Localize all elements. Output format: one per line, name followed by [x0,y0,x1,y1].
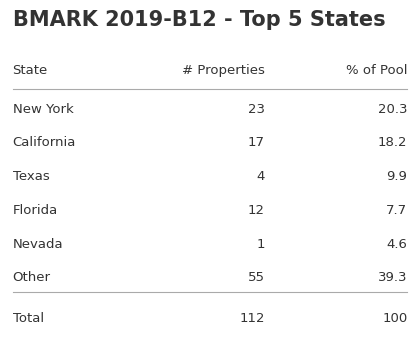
Text: # Properties: # Properties [182,64,265,77]
Text: Florida: Florida [13,204,58,217]
Text: 12: 12 [248,204,265,217]
Text: 18.2: 18.2 [378,136,407,150]
Text: 55: 55 [248,271,265,284]
Text: Total: Total [13,312,44,325]
Text: California: California [13,136,76,150]
Text: 23: 23 [248,103,265,116]
Text: 20.3: 20.3 [378,103,407,116]
Text: 4: 4 [256,170,265,183]
Text: Texas: Texas [13,170,50,183]
Text: 9.9: 9.9 [386,170,407,183]
Text: BMARK 2019-B12 - Top 5 States: BMARK 2019-B12 - Top 5 States [13,10,385,30]
Text: % of Pool: % of Pool [346,64,407,77]
Text: 7.7: 7.7 [386,204,407,217]
Text: New York: New York [13,103,74,116]
Text: 4.6: 4.6 [386,238,407,251]
Text: 100: 100 [382,312,407,325]
Text: 17: 17 [248,136,265,150]
Text: Other: Other [13,271,50,284]
Text: 1: 1 [256,238,265,251]
Text: 39.3: 39.3 [378,271,407,284]
Text: State: State [13,64,48,77]
Text: 112: 112 [239,312,265,325]
Text: Nevada: Nevada [13,238,63,251]
